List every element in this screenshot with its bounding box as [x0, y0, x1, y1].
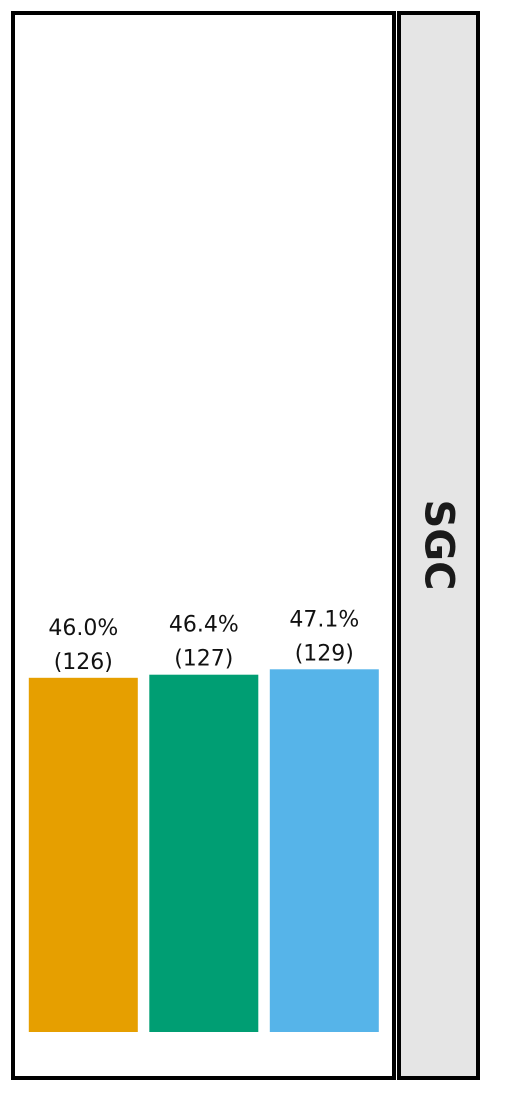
- bar-2: [149, 674, 259, 1032]
- bar-1: [28, 677, 138, 1032]
- bar-percent-label-1: 46.0%: [48, 616, 118, 641]
- bar-3: [269, 669, 379, 1032]
- bar-count-label-3: (129): [295, 641, 354, 666]
- bar-labels: 46.0% (126) 46.4% (127) 47.1% (129): [48, 607, 359, 675]
- bar-percent-label-3: 47.1%: [289, 607, 359, 632]
- facet-strip: [397, 11, 480, 1080]
- bar-count-label-1: (126): [54, 650, 113, 675]
- bar-count-label-2: (127): [174, 647, 233, 672]
- bar-percent-label-2: 46.4%: [169, 613, 239, 638]
- bars: [28, 669, 379, 1032]
- facet-strip-label: SGC: [416, 500, 462, 591]
